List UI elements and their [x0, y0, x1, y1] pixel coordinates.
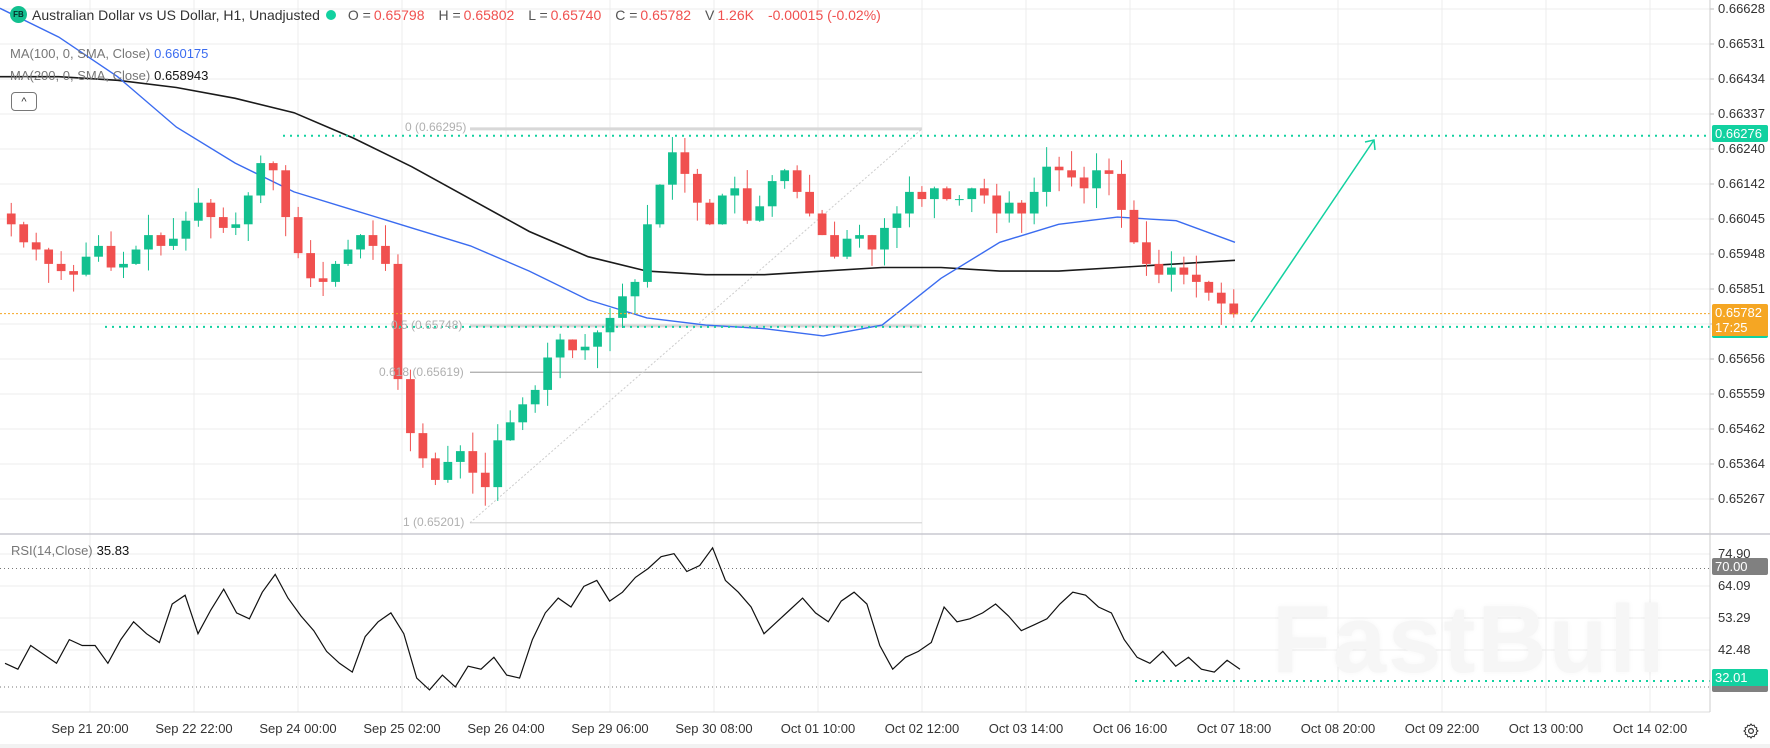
rsi-tick-label: 53.29: [1718, 609, 1751, 625]
time-tick-label: Sep 25 02:00: [363, 721, 441, 736]
price-tick-label: 0.66240: [1718, 141, 1765, 156]
time-tick-label: Sep 24 00:00: [259, 721, 337, 736]
rsi-tick-label: 42.48: [1718, 641, 1751, 657]
time-tick-label: Sep 21 20:00: [51, 721, 129, 736]
time-tick-label: Oct 03 14:00: [988, 721, 1064, 736]
price-tick-label: 0.66337: [1718, 106, 1765, 121]
rsi-value: 35.83: [96, 543, 130, 558]
price-tick-label: 0.65462: [1718, 421, 1765, 436]
fib-level-1-label: 1 (0.65201): [403, 515, 465, 529]
ma100-value: 0.660175: [154, 46, 209, 61]
change-value: -0.00015 (-0.02%): [767, 6, 881, 23]
fib-level-0.5-label: 0.5 (0.65748): [391, 318, 463, 332]
price-tick-label: 0.66142: [1718, 176, 1765, 191]
price-tick-label: 0.66434: [1718, 71, 1765, 86]
close-key: C =: [615, 6, 638, 23]
settings-gear-icon[interactable]: [1742, 722, 1760, 740]
price-tick-label: 0.66531: [1718, 36, 1765, 51]
ma200-legend[interactable]: MA(200, 0, SMA, Close) 0.658943: [10, 68, 208, 83]
price-tick-label: 0.66628: [1718, 1, 1765, 16]
close-value: 0.65782: [640, 6, 692, 23]
rsi-tick-label: 74.90: [1718, 546, 1751, 561]
time-tick-label: Oct 14 02:00: [1612, 721, 1688, 736]
time-tick-label: Sep 29 06:00: [571, 721, 649, 736]
open-key: O =: [347, 6, 371, 23]
symbol-title[interactable]: Australian Dollar vs US Dollar, H1, Unad…: [32, 6, 320, 23]
time-tick-label: Oct 02 12:00: [884, 721, 960, 736]
ma100-line: [0, 7, 1236, 337]
price-tick-label: 0.65364: [1718, 456, 1765, 471]
time-tick-label: Sep 22 22:00: [155, 721, 233, 736]
symbol-legend: FB Australian Dollar vs US Dollar, H1, U…: [10, 6, 895, 23]
price-tick-label: 0.65948: [1718, 246, 1765, 261]
live-status-dot-icon: [325, 9, 336, 20]
chevron-up-icon: ^: [21, 95, 27, 108]
horizontal-levels[interactable]: [0, 134, 1710, 328]
fib-level-0-label: 0 (0.66295): [405, 120, 467, 134]
low-value: 0.65740: [550, 6, 602, 23]
volume-key: V: [705, 6, 715, 23]
price-tick-label: 0.65267: [1718, 491, 1765, 506]
time-tick-label: Oct 06 16:00: [1092, 721, 1168, 736]
rsi-overbought-tag: 70.00: [1712, 558, 1768, 575]
resistance-price-tag: 0.66276: [1712, 125, 1768, 142]
low-key: L =: [528, 6, 548, 23]
ma200-value: 0.658943: [154, 68, 209, 83]
rsi-legend[interactable]: RSI(14,Close) 35.83: [11, 543, 129, 558]
rsi-support-tag: 32.01: [1712, 669, 1768, 692]
grid: [0, 0, 1714, 712]
time-tick-label: Oct 08 20:00: [1300, 721, 1376, 736]
high-key: H =: [438, 6, 461, 23]
price-tick-label: 0.65559: [1718, 386, 1765, 401]
bottom-strip: [0, 744, 1770, 748]
fib-level-0.618-label: 0.618 (0.65619): [379, 365, 464, 379]
collapse-legend-button[interactable]: ^: [11, 92, 37, 111]
volume-value: 1.26K: [717, 6, 754, 23]
fastbull-logo-icon: FB: [10, 6, 27, 23]
rsi-label: RSI(14,Close): [11, 543, 93, 558]
current-price-tag: 0.65782 17:25: [1712, 304, 1768, 338]
ma100-label: MA(100, 0, SMA, Close): [10, 46, 151, 61]
high-value: 0.65802: [463, 6, 515, 23]
ma100-legend[interactable]: MA(100, 0, SMA, Close) 0.660175: [10, 46, 208, 61]
price-tick-label: 0.66045: [1718, 211, 1765, 226]
time-tick-label: Oct 01 10:00: [780, 721, 856, 736]
rsi-tick-label: 64.09: [1718, 578, 1751, 593]
ma200-label: MA(200, 0, SMA, Close): [10, 68, 151, 83]
open-value: 0.65798: [373, 6, 425, 23]
axes: [0, 0, 1770, 713]
ma200-line: [0, 75, 1236, 276]
time-tick-label: Oct 09 22:00: [1404, 721, 1480, 736]
current-price-value: 0.65782: [1715, 305, 1762, 320]
price-tick-label: 0.65656: [1718, 351, 1765, 366]
time-tick-label: Oct 07 18:00: [1196, 721, 1272, 736]
time-tick-label: Oct 13 00:00: [1508, 721, 1584, 736]
rsi-pane: [0, 546, 1710, 691]
time-tick-label: Sep 30 08:00: [675, 721, 753, 736]
price-tick-label: 0.65851: [1718, 281, 1765, 296]
candlesticks: [6, 137, 1239, 506]
time-tick-label: Sep 26 04:00: [467, 721, 545, 736]
countdown-timer: 17:25: [1715, 320, 1748, 335]
